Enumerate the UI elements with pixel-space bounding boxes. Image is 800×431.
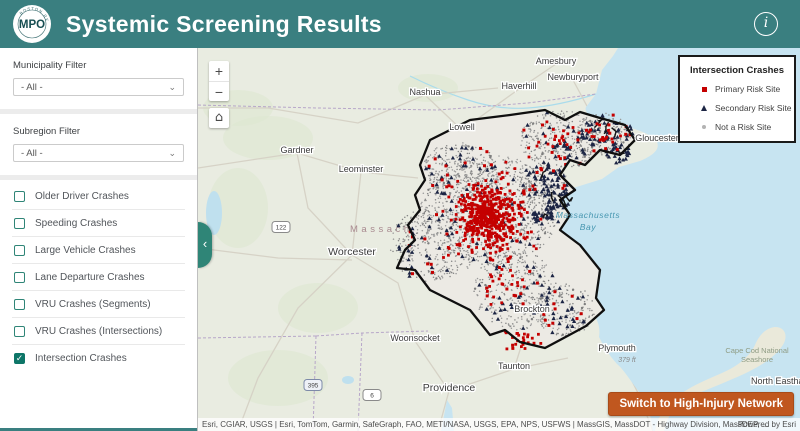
legend-item: Secondary Risk Site bbox=[698, 103, 792, 113]
checkbox[interactable] bbox=[14, 217, 25, 229]
svg-text:Gardner: Gardner bbox=[280, 145, 313, 155]
layer-label: Lane Departure Crashes bbox=[35, 271, 145, 283]
legend-panel: Intersection Crashes Primary Risk Site Se… bbox=[678, 55, 796, 143]
svg-text:395: 395 bbox=[308, 383, 319, 390]
legend-item-label: Secondary Risk Site bbox=[715, 103, 792, 113]
svg-text:Woonsocket: Woonsocket bbox=[390, 333, 440, 343]
chevron-down-icon: ⌄ bbox=[168, 81, 176, 92]
gray-dot-icon bbox=[698, 125, 710, 129]
svg-text:Taunton: Taunton bbox=[498, 361, 530, 371]
svg-text:Massachusetts: Massachusetts bbox=[556, 210, 621, 220]
svg-text:Cape Cod National: Cape Cod National bbox=[725, 346, 789, 355]
checkbox-checked[interactable]: ✓ bbox=[14, 353, 25, 364]
black-triangle-icon bbox=[698, 105, 710, 111]
layer-row[interactable]: Lane Departure Crashes bbox=[12, 264, 185, 291]
logo-text: MPO bbox=[19, 19, 45, 31]
legend-item: Not a Risk Site bbox=[698, 122, 784, 132]
svg-text:Worcester: Worcester bbox=[328, 246, 376, 258]
zoom-out-button[interactable]: − bbox=[209, 81, 229, 101]
layer-label: Older Driver Crashes bbox=[35, 190, 129, 202]
layer-label: Speeding Crashes bbox=[35, 217, 118, 229]
legend-item: Primary Risk Site bbox=[698, 84, 784, 94]
subregion-filter-label: Subregion Filter bbox=[13, 126, 81, 137]
svg-text:6: 6 bbox=[370, 393, 374, 400]
map-canvas[interactable]: Massachusetts Nashua Lowell Gardner Leominst… bbox=[198, 48, 800, 431]
checkbox[interactable] bbox=[14, 244, 25, 256]
checkbox[interactable] bbox=[14, 271, 25, 283]
svg-text:Nashua: Nashua bbox=[409, 87, 440, 97]
layer-row[interactable]: Older Driver Crashes bbox=[12, 183, 185, 210]
zoom-in-button[interactable]: + bbox=[214, 63, 224, 79]
checkbox[interactable] bbox=[14, 298, 25, 310]
layer-row[interactable]: Speeding Crashes bbox=[12, 210, 185, 237]
municipality-filter-label: Municipality Filter bbox=[13, 60, 87, 71]
layer-row[interactable]: VRU Crashes (Intersections) bbox=[12, 318, 185, 345]
map-attribution: Esri, CGIAR, USGS | Esri, TomTom, Garmin… bbox=[198, 418, 800, 431]
sidebar-collapse-button[interactable]: ‹ bbox=[198, 222, 212, 268]
layer-row[interactable]: VRU Crashes (Segments) bbox=[12, 291, 185, 318]
svg-text:Bay: Bay bbox=[580, 222, 597, 232]
info-icon[interactable]: i bbox=[754, 12, 778, 36]
zoom-widget: + − bbox=[209, 61, 229, 101]
svg-text:Newburyport: Newburyport bbox=[547, 72, 599, 82]
svg-text:Leominster: Leominster bbox=[339, 164, 384, 174]
svg-text:Gloucester: Gloucester bbox=[635, 133, 679, 143]
legend-item-label: Not a Risk Site bbox=[715, 122, 772, 132]
municipality-filter-select[interactable]: - All - ⌄ bbox=[13, 78, 184, 96]
layer-list: Older Driver Crashes Speeding Crashes Larg… bbox=[0, 180, 197, 431]
svg-text:Providence: Providence bbox=[423, 382, 476, 394]
sidebar-divider bbox=[0, 175, 197, 180]
app-header: BOSTON REGION MPO Systemic Screening Res… bbox=[0, 0, 800, 48]
basemap[interactable]: Massachusetts Nashua Lowell Gardner Leominst… bbox=[198, 48, 800, 431]
checkbox[interactable] bbox=[14, 190, 25, 202]
svg-text:379 ft: 379 ft bbox=[618, 357, 637, 364]
subregion-filter-value: - All - bbox=[21, 147, 43, 159]
sidebar-bottom-accent bbox=[0, 428, 197, 431]
switch-network-button[interactable]: Switch to High-Injury Network bbox=[608, 392, 794, 416]
sidebar: Municipality Filter - All - ⌄ Subregion … bbox=[0, 48, 198, 431]
svg-text:122: 122 bbox=[276, 225, 287, 232]
red-square-icon bbox=[698, 86, 710, 92]
svg-text:North Eastham: North Eastham bbox=[751, 376, 800, 386]
sidebar-divider bbox=[0, 109, 197, 114]
svg-text:Lowell: Lowell bbox=[449, 122, 475, 132]
page-title: Systemic Screening Results bbox=[66, 10, 382, 37]
svg-text:Plymouth: Plymouth bbox=[598, 343, 636, 353]
home-button[interactable]: ⌂ bbox=[209, 108, 229, 128]
legend-item-label: Primary Risk Site bbox=[715, 84, 781, 94]
svg-text:Haverhill: Haverhill bbox=[501, 81, 536, 91]
layer-label: Large Vehicle Crashes bbox=[35, 244, 136, 256]
layer-row[interactable]: ✓ Intersection Crashes bbox=[12, 345, 185, 372]
chevron-down-icon: ⌄ bbox=[168, 147, 176, 158]
municipality-filter-card: Municipality Filter - All - ⌄ bbox=[0, 48, 197, 109]
layer-label: VRU Crashes (Intersections) bbox=[35, 325, 163, 337]
subregion-filter-select[interactable]: - All - ⌄ bbox=[13, 144, 184, 162]
svg-text:Seashore: Seashore bbox=[741, 355, 773, 364]
powered-by-esri: Powered by Esri bbox=[737, 420, 796, 429]
layer-row[interactable]: Large Vehicle Crashes bbox=[12, 237, 185, 264]
svg-text:Massachusetts: Massachusetts bbox=[350, 224, 459, 235]
checkbox[interactable] bbox=[14, 325, 25, 337]
legend-title: Intersection Crashes bbox=[690, 65, 784, 76]
svg-text:Amesbury: Amesbury bbox=[536, 56, 577, 66]
layer-label: VRU Crashes (Segments) bbox=[35, 298, 151, 310]
subregion-filter-card: Subregion Filter - All - ⌄ bbox=[0, 114, 197, 175]
layer-label: Intersection Crashes bbox=[35, 353, 127, 364]
municipality-filter-value: - All - bbox=[21, 81, 43, 93]
svg-text:Brockton: Brockton bbox=[514, 304, 550, 314]
mpo-logo: BOSTON REGION MPO bbox=[12, 4, 51, 43]
